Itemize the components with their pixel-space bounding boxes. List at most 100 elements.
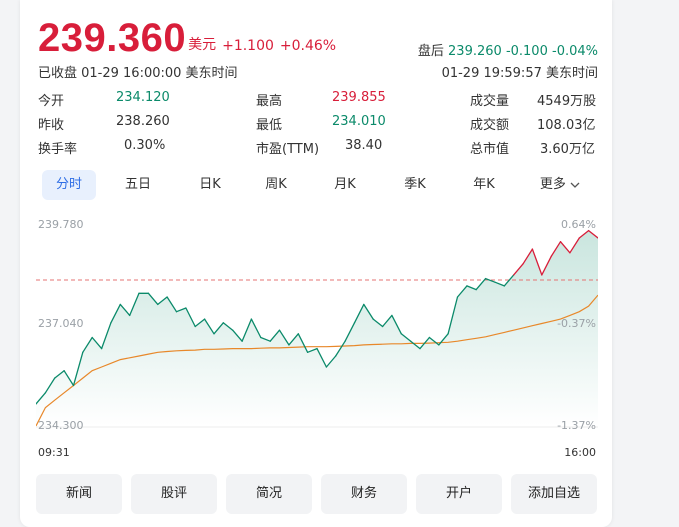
stock-quote-card: 239.360 美元 +1.100 +0.46% 已收盘 01-29 16:00… <box>20 0 612 527</box>
price-line-segment <box>559 241 571 254</box>
market-status: 已收盘 01-29 16:00:00 美东时间 <box>38 66 238 81</box>
stat-label: 昨收 <box>38 118 65 133</box>
chart-svg <box>35 229 599 428</box>
financials-button[interactable]: 财务 <box>321 474 407 514</box>
stat-value: 108.03亿 <box>537 118 596 133</box>
price-line-segment <box>157 296 168 306</box>
price-line-segment <box>213 322 224 335</box>
price-area <box>36 230 598 426</box>
price-line-segment <box>447 296 459 335</box>
tab-quarterly-k[interactable]: 季K <box>404 177 426 192</box>
price-line-segment <box>456 285 468 298</box>
price-line-segment <box>82 336 93 353</box>
news-button[interactable]: 新闻 <box>36 474 122 514</box>
price-line-segment <box>166 296 178 313</box>
price-line-segment <box>475 277 487 291</box>
price-line-segment <box>222 322 234 331</box>
price-line-segment <box>484 277 496 283</box>
stats-grid: 今开 234.120 最高 239.855 成交量 4549万股 昨收 238.… <box>38 90 600 162</box>
stat-label: 总市值 <box>470 142 510 157</box>
open-account-button[interactable]: 开户 <box>416 474 502 514</box>
reviews-button[interactable]: 股评 <box>131 474 217 514</box>
price-line-segment <box>400 333 412 342</box>
price-line-segment <box>35 392 47 405</box>
add-watchlist-button[interactable]: 添加自选 <box>511 474 597 514</box>
price-line-segment <box>72 351 84 387</box>
price-line-segment <box>353 303 365 324</box>
price-line-segment <box>316 347 328 368</box>
after-hours-time: 01-29 19:59:57 美东时间 <box>441 66 598 81</box>
period-tabs: 分时 五日 日K 周K 月K 季K 年K 更多 <box>36 170 598 200</box>
stat-value: 0.30% <box>124 138 166 153</box>
stats-row: 昨收 238.260 最低 234.010 成交额 108.03亿 <box>38 114 600 138</box>
price-line-segment <box>44 377 56 394</box>
price-line-segment <box>250 318 262 339</box>
price-line-segment <box>541 255 552 276</box>
price-line-segment <box>297 333 309 353</box>
price-line-segment <box>550 241 562 258</box>
stat-value: 238.260 <box>116 114 170 129</box>
stat-label: 最高 <box>256 94 283 109</box>
price-line-segment <box>438 333 449 346</box>
action-buttons: 新闻 股评 简况 财务 开户 添加自选 <box>36 474 598 514</box>
price-line-segment <box>578 229 590 239</box>
price-line-segment <box>129 292 140 317</box>
tab-weekly-k[interactable]: 周K <box>265 177 287 192</box>
tab-intraday[interactable]: 分时 <box>42 170 96 200</box>
tab-more-label: 更多 <box>539 177 566 192</box>
price-line-segment <box>569 237 580 254</box>
after-hours-pct: -0.04% <box>552 44 598 59</box>
stat-label: 今开 <box>38 94 65 109</box>
price-line-segment <box>63 370 75 387</box>
y-left-tick: 237.040 <box>38 317 84 330</box>
stat-label: 市盈(TTM) <box>256 142 320 157</box>
price-change: +1.100 <box>222 38 274 54</box>
price-line-segment <box>175 307 187 313</box>
y-right-tick: -1.37% <box>557 419 596 432</box>
price-line-segment <box>203 318 215 335</box>
x-tick-start: 09:31 <box>38 446 70 459</box>
price-line-segment <box>513 263 524 276</box>
after-hours-price: 239.260 <box>448 44 502 59</box>
tab-daily-k[interactable]: 日K <box>199 177 221 192</box>
price-line-segment <box>381 314 393 328</box>
after-hours-quote: 盘后 239.260 -0.100 -0.04% <box>418 40 598 59</box>
price-line-segment <box>410 340 421 350</box>
price-line-segment <box>241 318 253 342</box>
price-line-segment <box>278 329 290 346</box>
stat-value: 234.120 <box>116 90 170 105</box>
tab-monthly-k[interactable]: 月K <box>334 177 356 192</box>
price-line-segment <box>325 355 337 368</box>
price-line-segment <box>428 336 440 346</box>
stat-value: 4549万股 <box>537 94 597 109</box>
tab-more[interactable]: 更多 <box>530 170 590 200</box>
chevron-down-icon <box>570 182 580 188</box>
tab-yearly-k[interactable]: 年K <box>473 177 495 192</box>
price-line-segment <box>119 303 131 317</box>
price-line-segment <box>147 292 159 306</box>
price-line-segment <box>503 274 515 287</box>
stat-value: 239.855 <box>332 90 386 105</box>
tab-five-day[interactable]: 五日 <box>124 177 151 192</box>
stat-value: 234.010 <box>332 114 386 129</box>
last-price: 239.360 <box>38 16 187 60</box>
price-line-segment <box>100 322 112 350</box>
stats-row: 换手率 0.30% 市盈(TTM) 38.40 总市值 3.60万亿 <box>38 138 600 162</box>
price-line-segment <box>335 340 346 357</box>
price-change-pct: +0.46% <box>279 38 337 54</box>
intraday-chart[interactable]: 239.780 237.040 234.300 0.64% -0.37% -1.… <box>35 212 599 462</box>
price-line-segment <box>466 285 477 291</box>
stat-label: 最低 <box>256 118 283 133</box>
y-right-tick: 0.64% <box>561 218 596 231</box>
stat-label: 成交额 <box>470 118 510 133</box>
price-line-segment <box>110 303 121 324</box>
price-line-segment <box>419 336 431 350</box>
y-right-tick: -0.37% <box>557 317 596 330</box>
currency-label: 美元 <box>188 37 217 53</box>
price-line-segment <box>269 329 281 342</box>
profile-button[interactable]: 简况 <box>226 474 312 514</box>
after-hours-label: 盘后 <box>417 44 444 59</box>
price-line-segment <box>363 303 374 320</box>
price-line-segment <box>344 322 356 342</box>
stat-value: 3.60万亿 <box>540 142 595 157</box>
